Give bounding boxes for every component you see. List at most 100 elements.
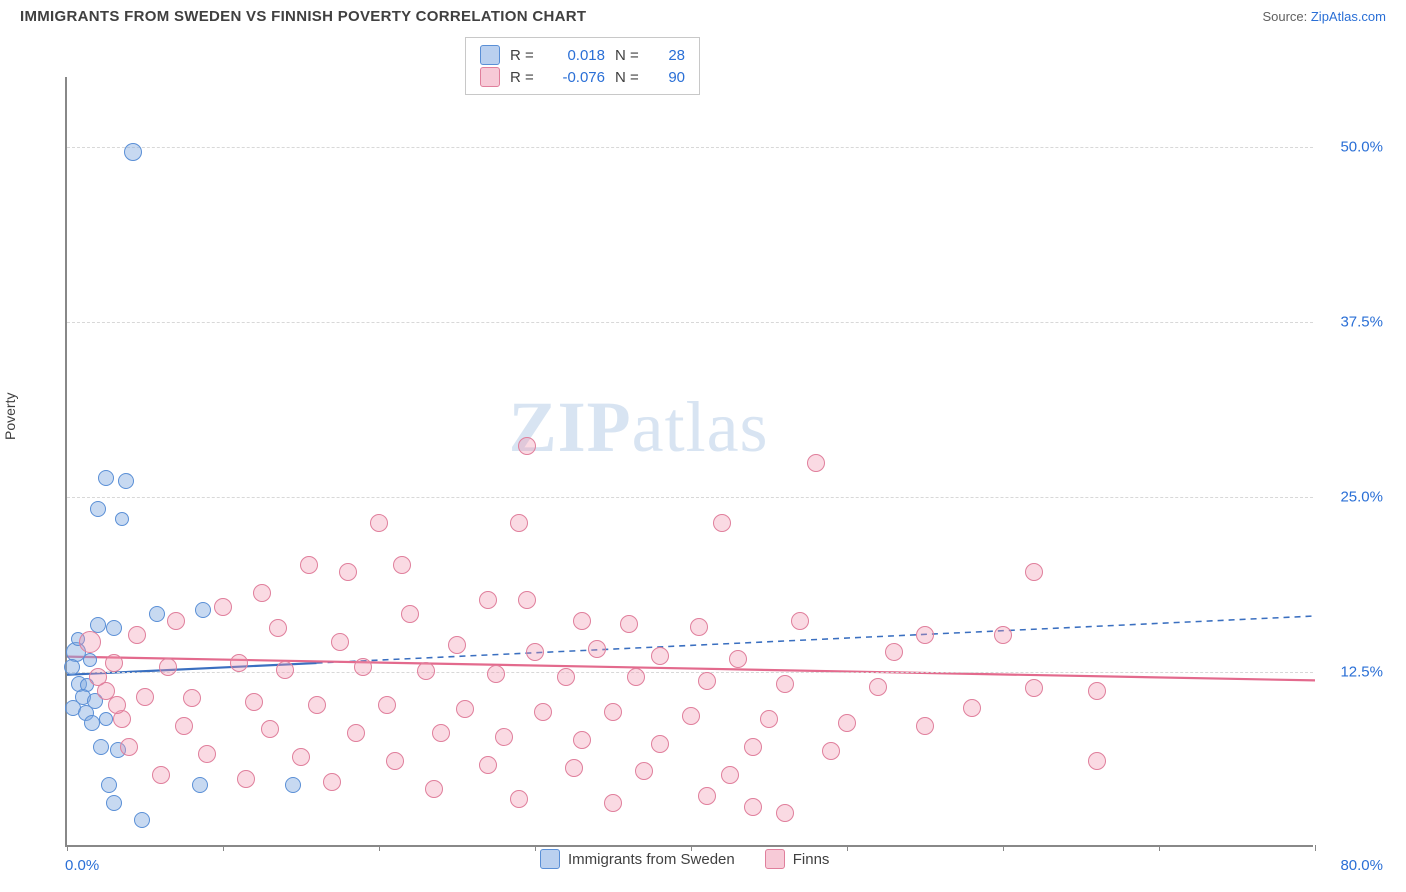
data-point [456, 700, 474, 718]
x-axis-max-label: 80.0% [1323, 857, 1383, 874]
data-point [214, 598, 232, 616]
data-point [526, 643, 544, 661]
legend-n-label: N = [615, 69, 645, 86]
legend-r-value: -0.076 [550, 69, 605, 86]
chart-title: IMMIGRANTS FROM SWEDEN VS FINNISH POVERT… [20, 8, 586, 25]
data-point [479, 756, 497, 774]
legend-swatch [765, 849, 785, 869]
data-point [83, 653, 97, 667]
data-point [721, 766, 739, 784]
data-point [807, 454, 825, 472]
gridline [67, 672, 1313, 673]
data-point [495, 728, 513, 746]
data-point [698, 672, 716, 690]
source-link[interactable]: ZipAtlas.com [1311, 9, 1386, 24]
data-point [448, 636, 466, 654]
y-tick-label: 37.5% [1323, 314, 1383, 331]
data-point [534, 703, 552, 721]
data-point [393, 556, 411, 574]
data-point [98, 470, 114, 486]
data-point [401, 605, 419, 623]
data-point [994, 626, 1012, 644]
data-point [175, 717, 193, 735]
data-point [285, 777, 301, 793]
data-point [339, 563, 357, 581]
plot-region: ZIPatlas 12.5%25.0%37.5%50.0% [65, 77, 1313, 847]
data-point [588, 640, 606, 658]
data-point [510, 514, 528, 532]
legend-swatch [480, 45, 500, 65]
x-tick-mark [379, 845, 380, 851]
legend-stat-row: R =-0.076N =90 [480, 66, 685, 88]
data-point [573, 731, 591, 749]
data-point [565, 759, 583, 777]
data-point [744, 738, 762, 756]
data-point [300, 556, 318, 574]
header-bar: IMMIGRANTS FROM SWEDEN VS FINNISH POVERT… [0, 0, 1406, 37]
watermark-text: ZIPatlas [509, 386, 769, 469]
data-point [292, 748, 310, 766]
data-point [90, 501, 106, 517]
data-point [627, 668, 645, 686]
data-point [635, 762, 653, 780]
trend-line-dashed [317, 616, 1315, 663]
x-tick-mark [1003, 845, 1004, 851]
data-point [308, 696, 326, 714]
data-point [101, 777, 117, 793]
legend-r-value: 0.018 [550, 47, 605, 64]
gridline [67, 147, 1313, 148]
data-point [518, 437, 536, 455]
data-point [690, 618, 708, 636]
data-point [916, 717, 934, 735]
data-point [573, 612, 591, 630]
x-tick-mark [223, 845, 224, 851]
data-point [261, 720, 279, 738]
data-point [963, 699, 981, 717]
data-point [425, 780, 443, 798]
data-point [916, 626, 934, 644]
data-point [838, 714, 856, 732]
x-axis-min-label: 0.0% [65, 857, 99, 874]
data-point [89, 668, 107, 686]
data-point [760, 710, 778, 728]
legend-swatch [540, 849, 560, 869]
legend-n-label: N = [615, 47, 645, 64]
data-point [1088, 752, 1106, 770]
data-point [776, 675, 794, 693]
data-point [386, 752, 404, 770]
data-point [245, 693, 263, 711]
legend-r-label: R = [510, 47, 540, 64]
data-point [237, 770, 255, 788]
source-attribution: Source: ZipAtlas.com [1262, 9, 1386, 24]
x-tick-mark [67, 845, 68, 851]
data-point [149, 606, 165, 622]
data-point [118, 473, 134, 489]
data-point [1088, 682, 1106, 700]
data-point [136, 688, 154, 706]
data-point [84, 715, 100, 731]
data-point [885, 643, 903, 661]
watermark-rest: atlas [632, 387, 769, 467]
data-point [1025, 563, 1043, 581]
trend-line-solid [67, 657, 1315, 681]
data-point [331, 633, 349, 651]
data-point [510, 790, 528, 808]
data-point [651, 647, 669, 665]
y-tick-label: 50.0% [1323, 139, 1383, 156]
data-point [276, 661, 294, 679]
data-point [134, 812, 150, 828]
data-point [93, 739, 109, 755]
data-point [744, 798, 762, 816]
x-tick-mark [1159, 845, 1160, 851]
data-point [432, 724, 450, 742]
data-point [347, 724, 365, 742]
gridline [67, 497, 1313, 498]
data-point [108, 696, 126, 714]
legend-swatch [480, 67, 500, 87]
data-point [557, 668, 575, 686]
legend-series-label: Finns [793, 851, 830, 868]
y-tick-label: 12.5% [1323, 664, 1383, 681]
data-point [487, 665, 505, 683]
data-point [651, 735, 669, 753]
data-point [115, 512, 129, 526]
